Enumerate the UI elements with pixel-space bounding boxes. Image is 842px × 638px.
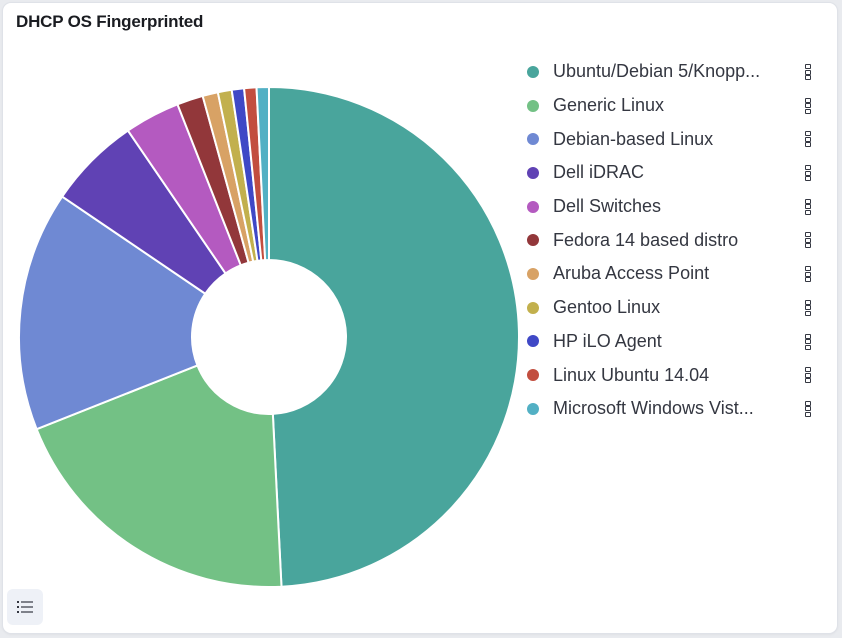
legend-color-dot <box>527 166 539 179</box>
legend-label: Debian-based Linux <box>553 128 714 149</box>
legend-item-menu-icon[interactable] <box>805 232 811 249</box>
legend-item-menu-icon[interactable] <box>805 400 811 417</box>
legend-item[interactable]: Dell iDRAC <box>522 156 822 190</box>
legend-item[interactable]: Linux Ubuntu 14.04 <box>522 358 822 392</box>
legend-item[interactable]: Debian-based Linux <box>522 122 822 156</box>
legend-color-dot <box>527 65 539 78</box>
legend-item-menu-icon[interactable] <box>805 97 811 114</box>
panel-title: DHCP OS Fingerprinted <box>16 12 204 31</box>
pie-slice-10[interactable] <box>255 85 270 262</box>
legend-item[interactable]: Generic Linux <box>522 89 822 123</box>
legend-item[interactable]: HP iLO Agent <box>522 325 822 359</box>
chart-legend: Ubuntu/Debian 5/Knopp... Generic Linux Deb… <box>522 55 822 426</box>
legend-item[interactable]: Aruba Access Point <box>522 257 822 291</box>
legend-item-menu-icon[interactable] <box>805 333 811 350</box>
legend-color-dot <box>527 402 539 415</box>
legend-item-menu-icon[interactable] <box>805 198 811 215</box>
legend-item-menu-icon[interactable] <box>805 64 811 80</box>
legend-color-dot <box>527 369 539 382</box>
legend-label: Microsoft Windows Vist... <box>553 398 754 419</box>
legend-item-menu-icon[interactable] <box>805 165 811 182</box>
legend-item[interactable]: Ubuntu/Debian 5/Knopp... <box>522 55 822 89</box>
legend-item[interactable]: Dell Switches <box>522 190 822 224</box>
pie-slice-0[interactable] <box>268 85 520 588</box>
legend-color-dot <box>527 99 539 112</box>
legend-toggle-button[interactable] <box>7 589 43 625</box>
legend-label: Fedora 14 based distro <box>553 229 739 250</box>
legend-color-dot <box>527 133 539 146</box>
legend-label: Gentoo Linux <box>553 297 661 318</box>
list-icon <box>17 601 33 613</box>
legend-label: Linux Ubuntu 14.04 <box>553 364 710 385</box>
legend-item[interactable]: Gentoo Linux <box>522 291 822 325</box>
legend-label: Generic Linux <box>553 95 665 116</box>
legend-color-dot <box>527 301 539 314</box>
legend-item-menu-icon[interactable] <box>805 367 811 384</box>
legend-label: Ubuntu/Debian 5/Knopp... <box>553 61 761 82</box>
legend-color-dot <box>527 200 539 213</box>
legend-item[interactable]: Microsoft Windows Vist... <box>522 392 822 426</box>
legend-color-dot <box>527 267 539 280</box>
legend-color-dot <box>527 234 539 247</box>
legend-item-menu-icon[interactable] <box>805 131 811 148</box>
legend-label: Dell iDRAC <box>553 162 645 183</box>
legend-item[interactable]: Fedora 14 based distro <box>522 223 822 257</box>
legend-label: Dell Switches <box>553 196 662 217</box>
pie-slice-1[interactable] <box>35 364 283 588</box>
legend-item-menu-icon[interactable] <box>805 299 811 316</box>
legend-label: HP iLO Agent <box>553 330 662 351</box>
pie-slice-2[interactable] <box>18 195 207 431</box>
legend-item-menu-icon[interactable] <box>805 266 811 283</box>
legend-label: Aruba Access Point <box>553 263 710 284</box>
legend-color-dot <box>527 335 539 348</box>
